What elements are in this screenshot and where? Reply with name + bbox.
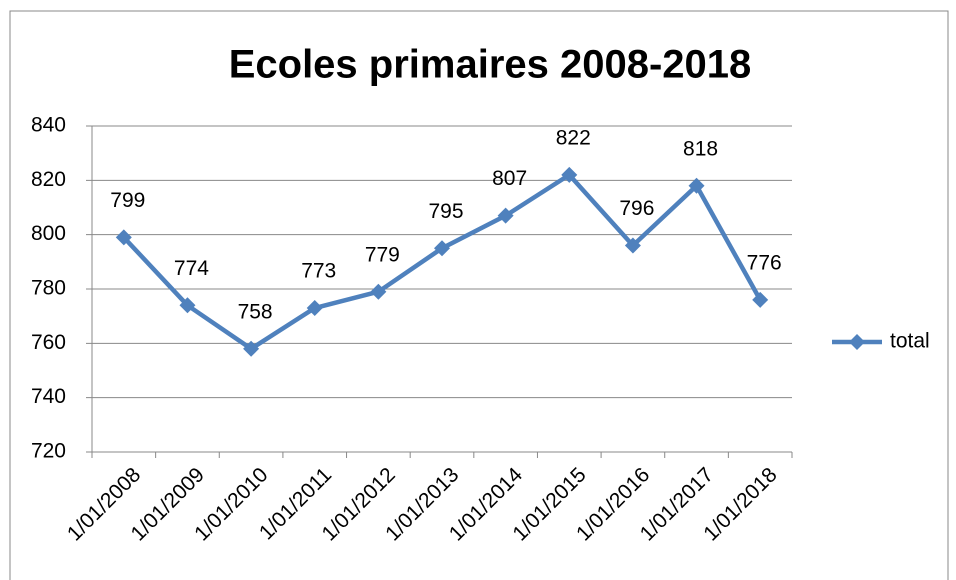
y-tick-label: 740 [31,385,66,408]
marker [115,229,132,246]
data-label: 818 [683,137,718,160]
marker [497,207,514,224]
marker [243,340,260,357]
marker [306,300,323,317]
data-label: 822 [556,126,591,149]
data-label: 773 [301,260,336,283]
marker [752,291,769,308]
y-tick-label: 760 [31,331,66,354]
data-label: 779 [365,243,400,266]
marker [561,166,578,183]
marker [434,240,450,257]
y-tick-label: 800 [31,222,66,245]
data-label: 796 [619,197,654,220]
legend-marker [849,334,865,350]
data-label: 776 [747,251,782,274]
data-label: 807 [492,167,527,190]
marker [624,237,641,254]
data-label: 799 [110,189,145,212]
marker [370,283,387,300]
chart-title: Ecoles primaires 2008-2018 [229,43,752,87]
legend-label: total [890,330,930,353]
data-label: 774 [174,257,209,280]
data-label: 795 [428,200,463,223]
marker [179,297,196,314]
y-tick-label: 820 [31,168,66,191]
data-label: 758 [238,300,273,323]
y-tick-label: 780 [31,277,66,300]
chart-frame [9,10,949,580]
y-tick-label: 840 [31,114,66,137]
y-tick-label: 720 [31,440,66,463]
marker [688,177,705,194]
